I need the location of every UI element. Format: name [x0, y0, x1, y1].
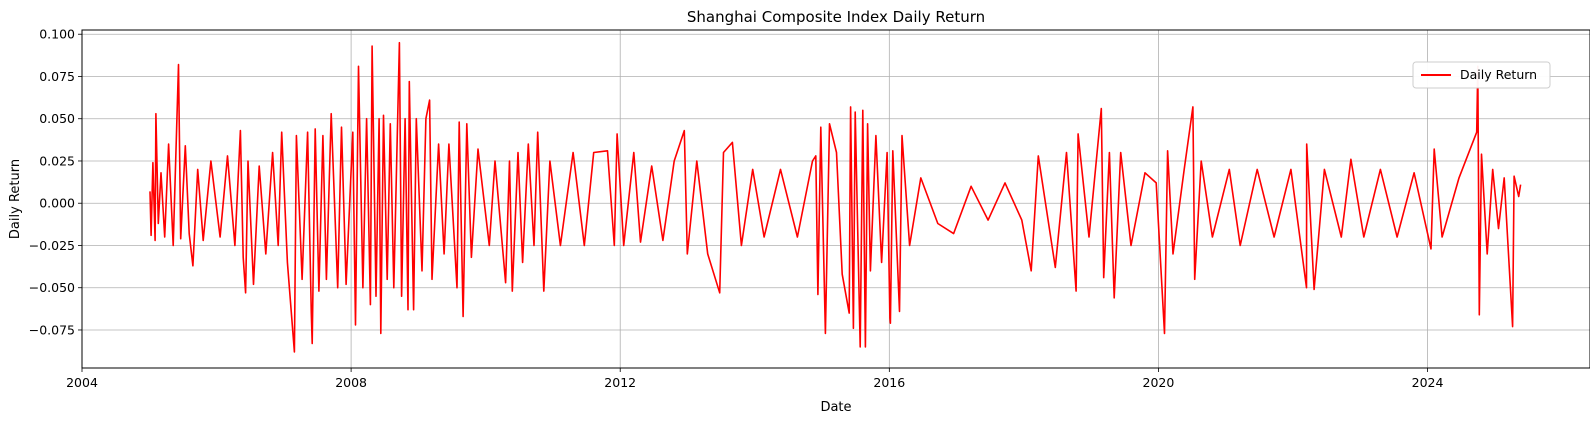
x-tick-label: 2008 — [335, 375, 367, 390]
x-tick-label: 2024 — [1412, 375, 1444, 390]
x-tick-label: 2004 — [66, 375, 98, 390]
plot-frame — [81, 29, 1590, 369]
x-axis-ticks: 2004 2008 2012 2016 2020 2024 — [66, 368, 1443, 390]
y-tick-label: 0.025 — [39, 153, 75, 168]
x-tick-label: 2012 — [604, 375, 636, 390]
series-line-daily-return — [149, 41, 1522, 353]
y-axis-ticks: 0.100 0.075 0.050 0.025 0.000 −0.025 −0.050 −0.… — [29, 27, 82, 337]
x-axis-title: Date — [820, 400, 851, 415]
y-tick-label: 0.075 — [39, 69, 75, 84]
y-tick-label: −0.075 — [29, 322, 75, 337]
x-tick-label: 2016 — [873, 375, 905, 390]
series-layer — [149, 41, 1522, 353]
y-axis-title: Daily Return — [8, 159, 23, 239]
legend-box — [1412, 61, 1551, 89]
y-tick-label: −0.025 — [29, 238, 75, 253]
x-tick-label: 2020 — [1143, 375, 1175, 390]
y-tick-label: 0.050 — [39, 111, 75, 126]
y-tick-label: 0.100 — [39, 27, 75, 42]
y-tick-label: −0.050 — [29, 280, 75, 295]
y-tick-label: 0.000 — [39, 196, 75, 211]
grid-lines — [81, 30, 1590, 368]
legend-label: Daily Return — [1460, 67, 1537, 82]
legend: Daily Return — [1412, 61, 1551, 89]
chart-title: Shanghai Composite Index Daily Return — [687, 8, 985, 26]
